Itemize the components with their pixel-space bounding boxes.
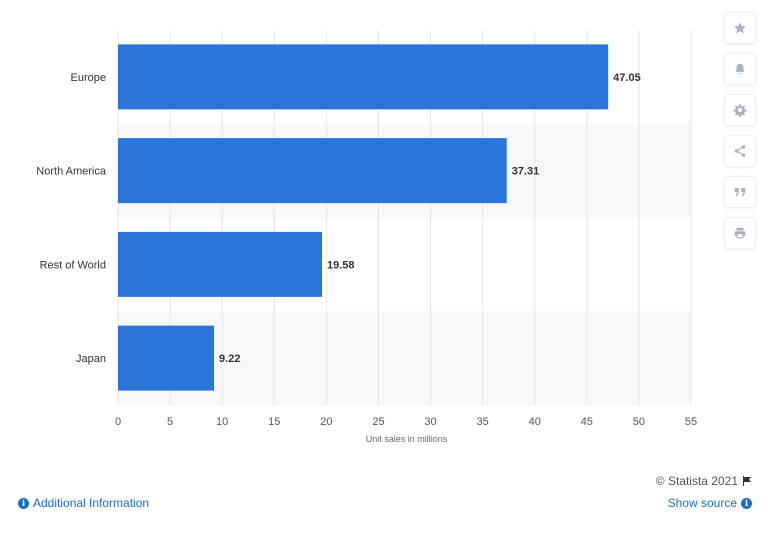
x-tick-label: 15 bbox=[268, 416, 280, 428]
category-label: North America bbox=[36, 166, 107, 178]
bar[interactable] bbox=[118, 231, 322, 297]
show-source-label: Show source bbox=[667, 496, 737, 510]
x-tick-label: 35 bbox=[477, 416, 489, 428]
star-icon bbox=[734, 22, 746, 34]
bell-icon bbox=[735, 63, 745, 75]
x-tick-label: 5 bbox=[167, 416, 173, 428]
share-button[interactable] bbox=[724, 135, 756, 167]
data-labels: 47.05 37.31 19.58 9.22 bbox=[219, 72, 641, 365]
quote-icon bbox=[734, 187, 746, 197]
x-tick-label: 10 bbox=[216, 416, 228, 428]
bar[interactable] bbox=[118, 325, 215, 391]
print-icon bbox=[734, 227, 746, 239]
favorite-button[interactable] bbox=[724, 12, 756, 44]
additional-information-label: Additional Information bbox=[33, 496, 150, 510]
bars bbox=[118, 44, 609, 391]
data-label: 37.31 bbox=[512, 166, 540, 178]
additional-information-link[interactable]: i Additional Information bbox=[18, 496, 149, 510]
copyright-text: © Statista 2021 bbox=[655, 474, 738, 488]
category-labels: Europe North America Rest of World Japan bbox=[36, 72, 107, 365]
category-label: Rest of World bbox=[40, 259, 106, 271]
x-tick-label: 55 bbox=[685, 416, 697, 428]
category-label: Europe bbox=[71, 72, 106, 84]
chart-toolbar bbox=[724, 12, 756, 249]
copyright: © Statista 2021 bbox=[656, 474, 752, 488]
category-label: Japan bbox=[76, 353, 106, 365]
data-label: 47.05 bbox=[613, 72, 641, 84]
x-tick-label: 0 bbox=[115, 416, 121, 428]
x-axis-title: Unit sales in millions bbox=[366, 434, 448, 444]
x-tick-label: 20 bbox=[320, 416, 332, 428]
x-tick-label: 50 bbox=[633, 416, 645, 428]
show-source-link[interactable]: Show source i bbox=[668, 496, 752, 510]
x-tick-label: 40 bbox=[529, 416, 541, 428]
info-icon: i bbox=[18, 497, 29, 509]
info-icon: i bbox=[741, 497, 752, 509]
bar[interactable] bbox=[118, 138, 507, 204]
print-button[interactable] bbox=[724, 217, 756, 249]
x-tick-label: 45 bbox=[581, 416, 593, 428]
data-label: 9.22 bbox=[219, 353, 240, 365]
settings-button[interactable] bbox=[724, 94, 756, 126]
flag-icon bbox=[743, 476, 751, 486]
x-axis-ticks: 0 5 10 15 20 25 30 35 40 45 50 55 bbox=[115, 416, 697, 428]
x-tick-label: 30 bbox=[424, 416, 436, 428]
gear-icon bbox=[733, 104, 747, 117]
cite-button[interactable] bbox=[724, 176, 756, 208]
data-label: 19.58 bbox=[327, 259, 355, 271]
notification-button[interactable] bbox=[724, 53, 756, 85]
bar[interactable] bbox=[118, 44, 609, 110]
share-icon bbox=[734, 145, 746, 157]
bar-chart: Europe North America Rest of World Japan 47… bbox=[36, 30, 697, 444]
x-tick-label: 25 bbox=[372, 416, 384, 428]
